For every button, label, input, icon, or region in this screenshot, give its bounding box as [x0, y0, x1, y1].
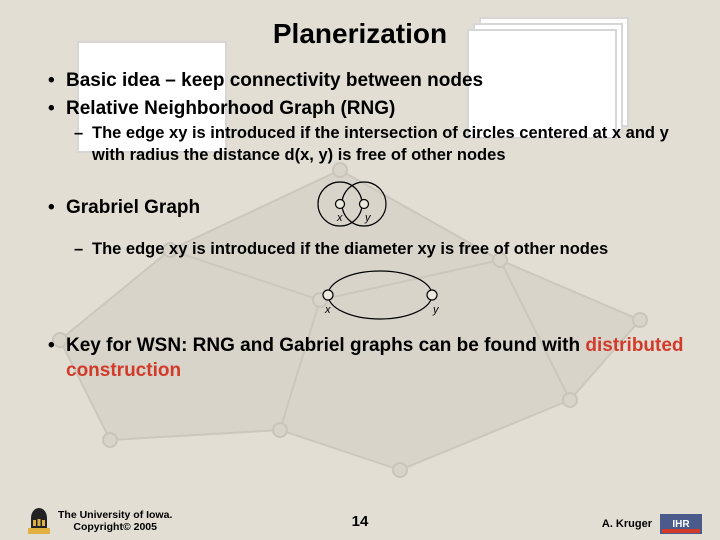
bullet-basic-idea: Basic idea – keep connectivity between n… — [66, 68, 686, 94]
bullet-rng: Relative Neighborhood Graph (RNG) — [66, 96, 686, 122]
bullet-key-pre: Key for WSN: RNG and Gabriel graphs can … — [66, 335, 585, 356]
subbullet-rng-def: The edge xy is introduced if the interse… — [92, 123, 686, 166]
slide: Planerization Basic idea – keep connecti… — [0, 0, 720, 540]
rng-diagram: xy — [310, 178, 394, 239]
svg-text:y: y — [432, 304, 440, 316]
gabriel-diagram: xy — [74, 267, 686, 327]
svg-text:x: x — [324, 304, 331, 316]
bullet-gabriel: Grabriel Graph — [66, 195, 200, 221]
svg-text:x: x — [336, 212, 343, 224]
subbullet-gabriel-def: The edge xy is introduced if the diamete… — [92, 239, 686, 260]
svg-text:y: y — [364, 212, 372, 224]
slide-title: Planerization — [34, 18, 686, 50]
bullet-key-wsn: Key for WSN: RNG and Gabriel graphs can … — [66, 333, 686, 384]
